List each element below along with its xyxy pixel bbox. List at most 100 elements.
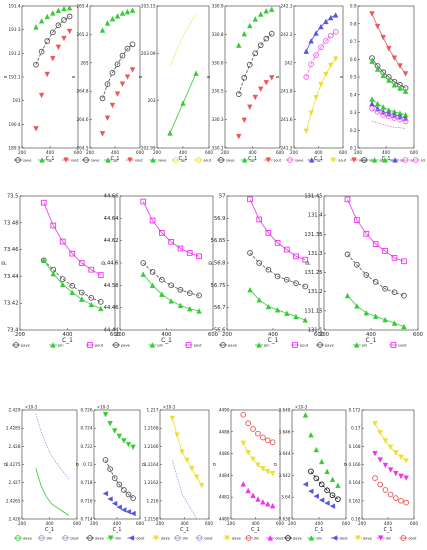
x-tick-label: 200	[153, 150, 161, 155]
y-tick-label: 4480	[219, 517, 230, 522]
axis-exponent: ×10-3	[25, 405, 38, 410]
data-point	[99, 27, 106, 33]
chart-panel-3: 202.99 203 203.09 203.15 200 400 600 C_1 s save si…	[139, 4, 213, 163]
data-point	[372, 421, 378, 427]
data-point	[308, 38, 314, 44]
y-axis-label: σ	[344, 463, 349, 466]
data-point	[97, 299, 104, 305]
y-tick-label: 131.45	[304, 194, 322, 200]
x-tick-label: 400	[46, 150, 54, 155]
y-tick-label: 44.58	[104, 283, 119, 289]
x-tick-label: 400	[315, 150, 323, 155]
data-point	[247, 22, 253, 29]
legend-label: save	[295, 159, 304, 163]
y-tick-label: 191	[13, 98, 21, 103]
data-point	[308, 110, 314, 116]
data-point	[382, 487, 389, 493]
data-point	[98, 305, 104, 312]
y-axis-label: p	[1, 261, 7, 265]
x-tick-label: 400	[382, 150, 390, 155]
y-tick-label: 56.9	[214, 216, 226, 222]
legend-marker	[153, 535, 159, 541]
y-tick-label: 191.3	[9, 27, 21, 32]
data-point	[369, 58, 375, 64]
y-tick-label: 56.6	[214, 328, 226, 334]
legend-marker	[267, 535, 274, 541]
x-tick-label: 400	[366, 332, 376, 338]
legend-marker	[331, 535, 338, 541]
y-tick-label: 44.62	[104, 238, 119, 244]
chart-panel-6: 0.10.20.30.40.50.60.70.80.9200400600C_1s…	[340, 4, 425, 163]
data-point	[252, 16, 258, 22]
plot-frame	[21, 5, 79, 149]
data-point	[401, 292, 407, 299]
data-point	[124, 8, 131, 15]
y-tick-label: 203	[148, 98, 156, 103]
legend-label: pout	[398, 344, 407, 348]
x-tick-label: 200	[15, 332, 25, 338]
data-point	[116, 504, 122, 510]
legend-marker	[218, 157, 224, 163]
x-tick-label: 400	[46, 521, 54, 526]
data-point	[323, 71, 329, 78]
y-tick-label: 0.726	[81, 408, 93, 413]
chart-panel-16: 0.16 0.162 0.164 0.166 0.168 0.17 0.172 200 400 6…	[344, 408, 418, 541]
y-tick-label: 131.2	[308, 289, 323, 295]
y-tick-label: 241.6	[281, 117, 293, 122]
y-tick-label: 264.5	[77, 146, 89, 151]
data-point	[313, 475, 320, 482]
legend-marker	[317, 342, 323, 348]
legend-label: save	[158, 159, 167, 163]
y-tick-label: 0.6	[350, 57, 357, 62]
series-line-2	[347, 295, 405, 327]
series-line-3	[249, 199, 306, 261]
legend-label: sin	[250, 159, 255, 163]
x-tick-label: 600	[208, 332, 218, 338]
legend-label: sout	[203, 159, 211, 163]
x-tick-label: 600	[276, 150, 284, 155]
data-point	[241, 74, 248, 81]
data-point	[250, 492, 256, 498]
data-point	[387, 491, 394, 498]
data-point	[240, 411, 247, 418]
data-point	[241, 117, 247, 124]
data-point	[41, 257, 47, 263]
data-point	[372, 475, 378, 481]
x-tick-label: 400	[63, 332, 73, 338]
data-point	[40, 199, 47, 206]
x-axis-label: C_1	[46, 156, 55, 162]
data-point	[109, 102, 116, 109]
legend-marker	[355, 535, 361, 541]
y-tick-label: 330.1	[212, 146, 224, 151]
data-point	[149, 269, 156, 275]
data-point	[174, 432, 180, 439]
data-point	[391, 115, 398, 121]
y-tick-label: 191.1	[9, 75, 21, 80]
y-tick-label: 3.648	[279, 408, 291, 413]
data-point	[308, 488, 314, 494]
x-tick-label: 400	[252, 521, 260, 526]
data-point	[121, 507, 127, 513]
x-tick-label: 200	[18, 521, 26, 526]
y-tick-label: 203.09	[141, 51, 156, 56]
legend-marker	[402, 157, 409, 163]
y-tick-label: 265.2	[77, 32, 89, 37]
y-tick-label: 0.1	[350, 146, 357, 151]
legend-label: pout	[300, 344, 309, 348]
data-point	[303, 128, 309, 135]
y-tick-label: 56.7	[214, 305, 226, 311]
series-line-2	[142, 273, 200, 312]
chart-panel-2: 264.5 264.6 264.8 265 265.2 265.4 200 400 600 C_1…	[72, 4, 144, 163]
legend-label: sin	[181, 159, 186, 163]
data-point	[245, 420, 252, 427]
y-tick-label: 56.85	[211, 238, 226, 244]
y-tick-label: 57	[219, 194, 226, 200]
data-point	[318, 481, 325, 488]
chart-panel-13: 1.2158 1.216 1.2162 1.2164 1.2166 1.2168 1.217…	[142, 405, 213, 541]
data-point	[398, 497, 404, 504]
y-tick-label: 73.42	[4, 301, 19, 307]
legend-marker	[174, 535, 181, 541]
data-point	[159, 276, 165, 283]
y-tick-label: 0.716	[81, 498, 93, 503]
data-point	[318, 82, 324, 88]
